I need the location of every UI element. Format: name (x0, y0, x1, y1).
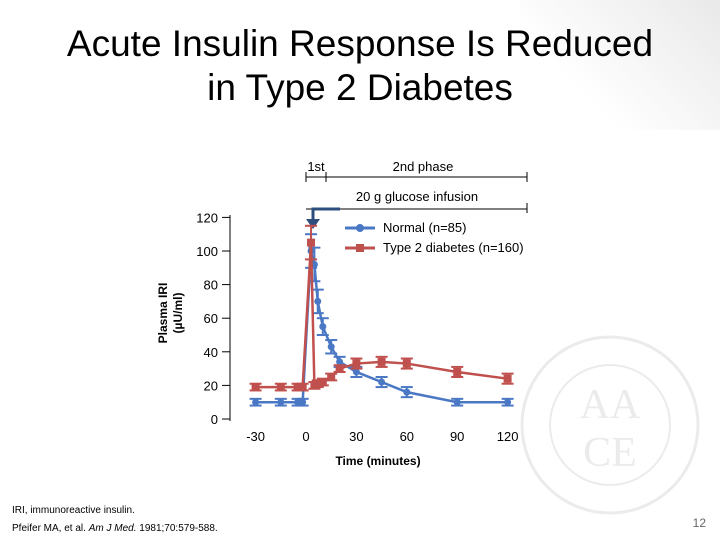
corner-gradient (520, 0, 720, 130)
watermark-text-top: AA (580, 382, 641, 428)
data-point (352, 359, 361, 368)
data-point (251, 383, 260, 392)
data-point (277, 398, 285, 406)
data-point (319, 323, 327, 331)
y-axis-ticks: 0 20 40 60 80 100 120 (196, 210, 230, 427)
data-point (298, 383, 307, 392)
infusion-arrow-icon (311, 207, 340, 221)
footnote-citation: Pfeifer MA, et al. Am J Med. 1981;70:579… (12, 523, 218, 534)
data-point (294, 398, 302, 406)
citation-journal: Am J Med. (88, 523, 137, 534)
y-tick-label: 100 (196, 244, 218, 259)
slide-title: Acute Insulin Response Is Reduced in Typ… (0, 22, 720, 110)
data-point (352, 368, 360, 376)
legend-normal-marker (356, 224, 364, 232)
y-tick-label: 40 (204, 345, 218, 360)
data-point (252, 398, 260, 406)
x-tick-label: 120 (497, 429, 519, 444)
data-point (335, 364, 344, 373)
data-point (307, 238, 316, 247)
legend-item-normal: Normal (n=85) (345, 220, 466, 235)
aace-seal-watermark: AA CE (520, 335, 700, 515)
x-tick-label: 60 (400, 429, 414, 444)
x-tick-label: 30 (349, 429, 363, 444)
series-normal (249, 233, 514, 407)
x-tick-label: -30 (246, 429, 265, 444)
data-point (318, 378, 327, 387)
legend: Normal (n=85) Type 2 diabetes (n=160) (345, 220, 524, 255)
title-line-2: in Type 2 Diabetes (207, 67, 513, 108)
series-type2-diabetes (249, 224, 514, 392)
data-point (378, 378, 386, 386)
legend-item-type2: Type 2 diabetes (n=160) (345, 240, 524, 255)
y-tick-label: 80 (204, 278, 218, 293)
axes: 0 20 40 60 80 100 120 -30 0 30 60 90 120 Time (minu… (156, 210, 518, 468)
phase1-label: 1st (307, 159, 325, 174)
data-point (402, 359, 411, 368)
data-point (327, 373, 336, 381)
y-tick-label: 60 (204, 311, 218, 326)
watermark-text-bottom: CE (583, 430, 637, 476)
data-point (377, 357, 386, 366)
footnote-abbreviation: IRI, immunoreactive insulin. (12, 505, 135, 516)
y-tick-label: 120 (196, 210, 218, 225)
y-tick-label: 20 (204, 378, 218, 393)
legend-type2-label: Type 2 diabetes (n=160) (383, 240, 524, 255)
x-tick-label: 90 (450, 429, 464, 444)
phase2-label: 2nd phase (393, 159, 454, 174)
data-point (276, 383, 285, 392)
data-point (313, 379, 322, 388)
y-axis-label-line2: (µU/ml) (171, 293, 185, 334)
data-point (293, 383, 302, 392)
citation-authors: Pfeifer MA, et al. (12, 523, 89, 534)
y-axis-label-line1: Plasma IRI (156, 283, 170, 344)
data-point (314, 297, 322, 305)
page-number: 12 (692, 516, 706, 530)
y-tick-label: 0 (211, 412, 218, 427)
citation-details: 1981;70:579-588. (136, 523, 218, 534)
x-axis-ticks: -30 0 30 60 90 120 (246, 429, 518, 444)
infusion-arrowhead-icon (306, 219, 320, 229)
legend-type2-marker (356, 244, 364, 252)
data-point (504, 398, 512, 406)
y-axis-label-group: Plasma IRI (µU/ml) (156, 283, 185, 344)
legend-normal-label: Normal (n=85) (383, 220, 466, 235)
data-point (453, 367, 462, 376)
infusion-label: 20 g glucose infusion (356, 189, 478, 204)
data-point (327, 343, 335, 351)
x-axis-label: Time (minutes) (335, 454, 420, 468)
phase-annotations: 1st 2nd phase 20 g glucose infusion (305, 159, 528, 229)
series-layer (249, 224, 514, 407)
data-point (503, 374, 512, 383)
title-line-1: Acute Insulin Response Is Reduced (66, 23, 654, 64)
data-point (403, 388, 411, 396)
data-point (299, 398, 307, 406)
x-tick-label: 0 (302, 429, 309, 444)
data-point (453, 398, 461, 406)
data-point (336, 358, 344, 366)
